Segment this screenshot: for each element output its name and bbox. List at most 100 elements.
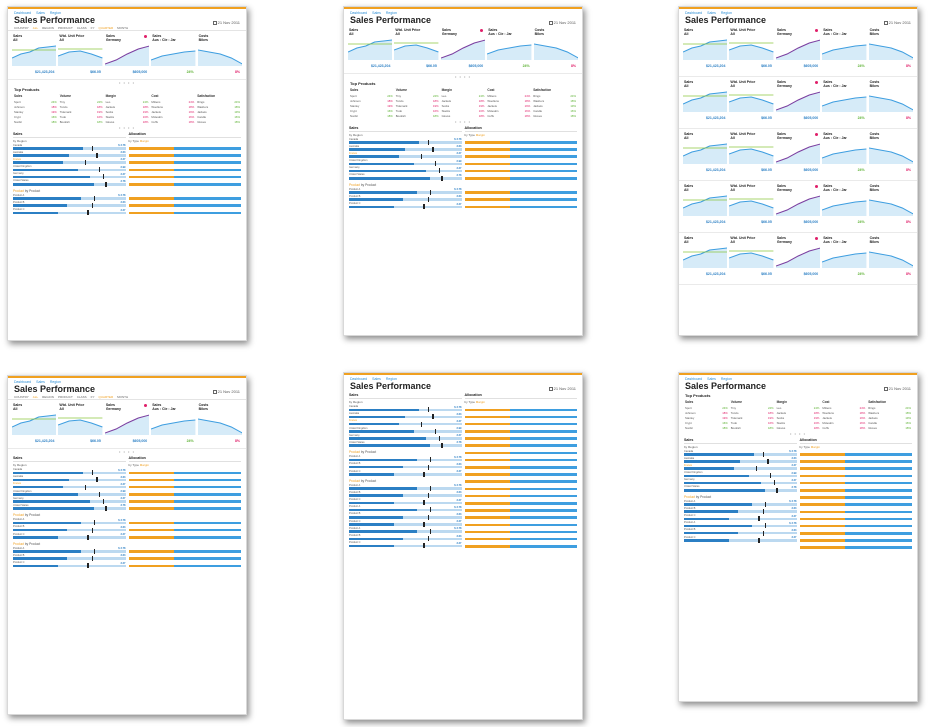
product-row[interactable]: Product B 3.63 (684, 528, 797, 536)
product-row[interactable]: Product B 3.63 (13, 554, 126, 562)
kpi-tile[interactable]: Sales Germany $605,000 (775, 132, 821, 172)
product-row[interactable]: Product C 3.27 (684, 514, 797, 522)
nav-link-sales[interactable]: Sales (372, 377, 381, 381)
allocation-row[interactable] (464, 195, 577, 202)
region-row[interactable]: Canada $ 3.78 (349, 138, 462, 145)
region-row[interactable]: Australia 3.63 (349, 145, 462, 152)
filter-option[interactable]: ALL (32, 394, 39, 399)
filter-option[interactable]: MONTH (117, 394, 129, 399)
nav-link-region[interactable]: Region (720, 377, 732, 381)
allocation-row[interactable] (799, 500, 912, 507)
allocation-row[interactable] (799, 514, 912, 521)
product-row[interactable]: Product A $ 3.78 (349, 484, 462, 491)
region-row[interactable]: Canada $ 3.78 (13, 144, 126, 151)
region-row[interactable]: France 3.27 (13, 158, 126, 166)
allocation-row[interactable] (128, 490, 241, 497)
kpi-tile[interactable]: Sales Germany $605,000 (440, 28, 486, 68)
kpi-tile[interactable]: Sales Aus : Cle : Jar 24% (822, 184, 867, 224)
carousel-dots[interactable]: • • • • (455, 118, 471, 124)
allocation-row[interactable] (464, 534, 577, 541)
allocation-row[interactable] (128, 554, 241, 561)
allocation-row[interactable] (464, 542, 577, 549)
filter-option[interactable]: FY (90, 394, 95, 399)
kpi-tile[interactable]: Wtd. Unit Price All $66.05 (729, 132, 774, 172)
kpi-tile[interactable]: Sales Germany $605,000 (104, 403, 150, 443)
allocation-row[interactable] (464, 145, 577, 152)
filter-option[interactable]: REGION (42, 394, 54, 399)
allocation-row[interactable] (128, 201, 241, 208)
kpi-tile[interactable]: Sales Aus : Cle : Jar 24% (487, 28, 532, 68)
allocation-row[interactable] (464, 202, 577, 209)
filter-option[interactable]: ALL (32, 25, 39, 30)
dashboard-thumbnail-4[interactable]: Dashboard Sales Region Sales Performance… (7, 375, 247, 715)
kpi-tile[interactable]: Sales All $21,423,204 (683, 132, 728, 172)
dashboard-thumbnail-3[interactable]: Dashboard Sales Region Sales Performance… (678, 6, 918, 336)
allocation-row[interactable] (464, 491, 577, 498)
allocation-row[interactable] (464, 412, 577, 419)
region-row[interactable]: Australia 3.63 (684, 457, 797, 464)
region-row[interactable]: Australia 3.63 (349, 412, 462, 420)
product-row[interactable]: Product A $ 3.78 (684, 500, 797, 507)
allocation-row[interactable] (799, 529, 912, 536)
dashboard-thumbnail-2[interactable]: Dashboard Sales Region Sales Performance… (343, 6, 583, 336)
kpi-tile[interactable]: Sales All $21,423,204 (12, 403, 57, 443)
region-row[interactable]: Canada $ 3.78 (684, 450, 797, 457)
allocation-row[interactable] (464, 448, 577, 455)
nav-link-region[interactable]: Region (49, 380, 61, 384)
kpi-tile[interactable]: Costs Bikes 8% (197, 34, 243, 74)
allocation-row[interactable] (464, 419, 577, 426)
kpi-tile[interactable]: Costs Bikes 8% (868, 132, 914, 172)
filter-option[interactable]: QUARTER (98, 25, 114, 30)
kpi-tile[interactable]: Wtd. Unit Price All $66.05 (729, 184, 774, 224)
nav-link-region[interactable]: Region (385, 11, 397, 15)
carousel-dots[interactable]: • • • • (119, 124, 135, 130)
filter-option[interactable]: PRODUCT (57, 394, 73, 399)
region-row[interactable]: Australia 3.63 (13, 475, 126, 483)
kpi-tile[interactable]: Costs Bikes 8% (868, 236, 914, 276)
product-row[interactable]: Product B 3.63 (349, 195, 462, 202)
product-row[interactable]: Product A $ 3.78 (13, 518, 126, 526)
region-row[interactable]: United States 3.78 (13, 179, 126, 187)
kpi-tile[interactable]: Sales All $21,423,204 (683, 184, 728, 224)
product-row[interactable]: Product B 3.63 (13, 525, 126, 533)
dashboard-thumbnail-1[interactable]: Dashboard Sales Region Sales Performance… (7, 6, 247, 341)
region-row[interactable]: Germany 3.27 (13, 497, 126, 504)
region-row[interactable]: France 3.27 (349, 419, 462, 427)
allocation-row[interactable] (799, 536, 912, 543)
product-row[interactable]: Product A $ 3.78 (684, 521, 797, 529)
product-row[interactable]: Product B 3.63 (349, 462, 462, 470)
nav-link-sales[interactable]: Sales (372, 11, 381, 15)
region-row[interactable]: United Kingdom 2.99 (13, 165, 126, 173)
nav-link-dashboard[interactable]: Dashboard (685, 11, 703, 15)
date-picker[interactable]: 21 Nov 2011 (883, 386, 911, 391)
region-row[interactable]: United States 3.78 (349, 441, 462, 449)
nav-link-region[interactable]: Region (385, 377, 397, 381)
allocation-row[interactable] (464, 484, 577, 491)
allocation-row[interactable] (128, 482, 241, 489)
kpi-tile[interactable]: Costs Bikes 8% (868, 28, 914, 68)
kpi-tile[interactable]: Sales Germany $605,000 (775, 80, 821, 120)
allocation-row[interactable] (799, 521, 912, 528)
allocation-row[interactable] (464, 527, 577, 534)
region-row[interactable]: Germany 3.27 (13, 172, 126, 180)
product-row[interactable]: Product C 3.27 (349, 541, 462, 549)
kpi-tile[interactable]: Sales Germany $605,000 (775, 28, 821, 68)
date-picker[interactable]: 21 Nov 2011 (548, 386, 576, 391)
filter-option[interactable]: FY (90, 25, 95, 30)
allocation-row[interactable] (464, 463, 577, 470)
allocation-row[interactable] (464, 173, 577, 180)
allocation-row[interactable] (128, 518, 241, 525)
allocation-row[interactable] (128, 144, 241, 151)
nav-link-dashboard[interactable]: Dashboard (14, 11, 32, 15)
kpi-tile[interactable]: Costs Bikes 8% (197, 403, 243, 443)
product-row[interactable]: Product B 3.63 (349, 491, 462, 499)
region-row[interactable]: France 3.27 (684, 464, 797, 472)
allocation-row[interactable] (799, 493, 912, 500)
allocation-row[interactable] (128, 525, 241, 532)
kpi-tile[interactable]: Costs Bikes 8% (868, 184, 914, 224)
allocation-row[interactable] (799, 471, 912, 478)
allocation-row[interactable] (464, 506, 577, 513)
product-row[interactable]: Product B 3.63 (684, 507, 797, 514)
product-row[interactable]: Product A $ 3.78 (349, 527, 462, 534)
kpi-tile[interactable]: Sales Aus : Cle : Jar 24% (151, 34, 196, 74)
